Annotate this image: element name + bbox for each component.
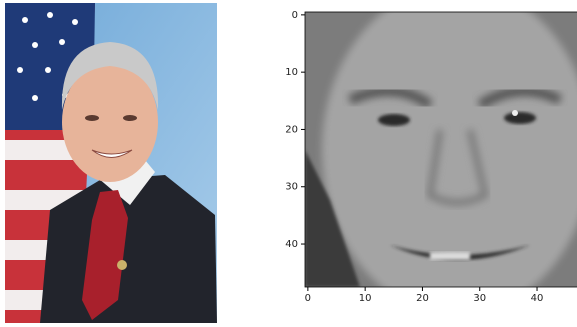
y-tick-label: 0	[292, 10, 298, 21]
x-tick-label: 0	[305, 293, 311, 304]
y-tick-label: 10	[285, 67, 298, 78]
x-tick-label: 20	[416, 293, 429, 304]
y-tick-label: 20	[285, 124, 298, 135]
page: 010203040010203040 (() => { const data =…	[0, 0, 577, 327]
x-tick-label: 10	[359, 293, 372, 304]
portrait-photo	[5, 3, 217, 323]
x-tick-label: 40	[531, 293, 544, 304]
pin	[117, 260, 127, 270]
y-tick-label: 40	[285, 239, 298, 250]
x-tick-label: 30	[473, 293, 486, 304]
screenshot: 0 10 20 30 40 0 10 20 30 40	[0, 0, 577, 327]
face-image	[305, 0, 577, 315]
y-tick-label: 30	[285, 182, 298, 193]
